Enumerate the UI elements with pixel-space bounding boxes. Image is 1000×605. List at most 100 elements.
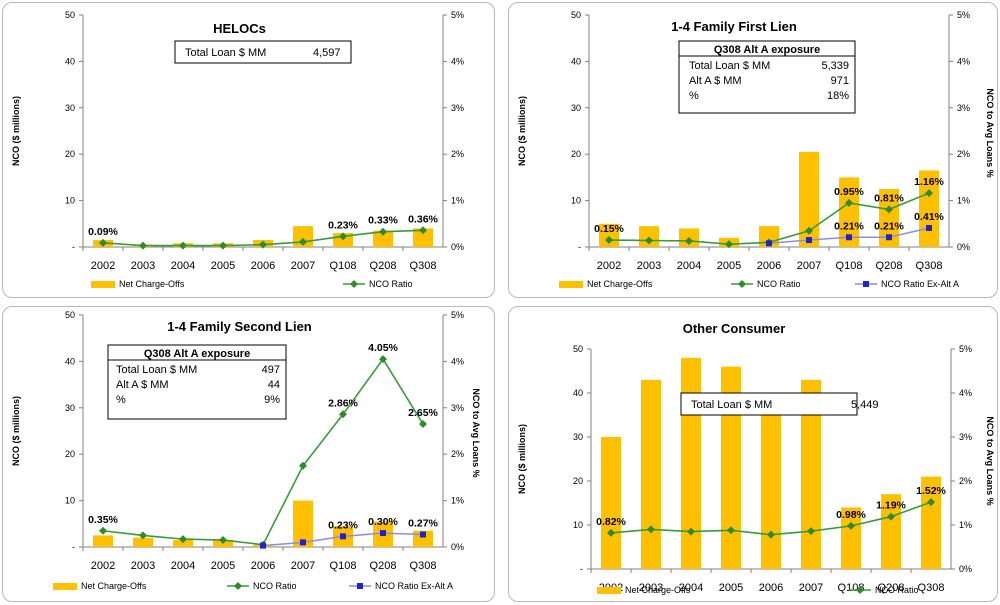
y2-tick-label: 4% [451,356,464,366]
info-box-value: 44 [268,379,280,391]
data-label: 4.05% [368,342,398,354]
info-box-value: 9% [264,394,280,406]
chart-svg: - 10 20 30 40 50 0% 1% 2% 3% 4% 5% 2002 2003 2004 2005 2… [11,10,464,289]
point-marker [219,536,227,545]
bar [599,223,619,247]
y-tick-label: 40 [573,388,583,398]
data-label: 1.19% [876,500,906,512]
y-axis-label: NCO ($ millions) [517,96,527,166]
data-label: 2.65% [408,407,438,419]
info-box-label: Alt A $ MM [689,75,742,87]
y-tick-label: 30 [65,403,75,413]
point-marker [767,530,775,539]
bar [839,177,859,247]
bar [921,476,941,569]
x-tick-label: 2003 [131,260,155,272]
y2-tick-label: 4% [451,56,464,66]
y2-tick-label: 4% [959,388,972,398]
point-marker [647,525,655,534]
data-label: 0.21% [874,220,904,232]
x-tick-label: 2006 [759,582,783,594]
point-marker [379,355,387,364]
point-marker [885,205,893,214]
chart-svg: - 10 20 30 40 50 0% 1% 2% 3% 4% 5% 2002 2003 2004 2005 2… [517,10,995,289]
point-marker [420,531,426,538]
data-label: 0.33% [368,215,398,227]
info-box-value: 497 [262,364,280,376]
y2-tick-label: 2% [451,449,464,459]
data-label: 0.95% [834,186,864,198]
data-label: 0.30% [368,516,398,528]
y-tick-label: 30 [65,103,75,113]
y2-tick-label: 5% [959,344,972,354]
chart-title: Other Consumer [683,321,786,336]
point-marker [725,240,733,249]
bar [801,379,821,569]
x-tick-label: 2007 [291,260,315,272]
y2-tick-label: 1% [451,496,464,506]
point-marker [846,234,852,241]
x-tick-label: 2002 [91,260,115,272]
point-marker [339,410,347,419]
data-label: 0.21% [834,220,864,232]
y2-tick-label: 5% [451,10,464,20]
y2-tick-label: 4% [957,56,970,66]
point-marker [300,539,306,546]
y-axis-label: NCO ($ millions) [11,396,21,466]
legend-label: NCO Ratio [875,585,919,595]
y2-axis-label: NCO to Avg Loans % [985,416,995,505]
info-box-value: 18% [827,90,849,102]
y2-tick-label: 3% [451,103,464,113]
y-tick-label: 50 [573,344,583,354]
y-tick-label: 40 [65,56,75,66]
point-marker [179,535,187,544]
point-marker [339,232,347,241]
point-marker [605,236,613,245]
point-marker [925,189,933,198]
y2-tick-label: 1% [451,196,464,206]
x-tick-label: Q208 [878,582,905,594]
bar [881,494,901,569]
y2-tick-label: 1% [959,520,972,530]
info-box-label: Alt A $ MM [116,379,169,391]
info-box-value: 5,339 [821,60,849,72]
x-tick-label: Q308 [410,260,437,272]
data-label: 1.16% [914,176,944,188]
point-marker [807,527,815,536]
chart-svg: - 10 20 30 40 50 0% 1% 2% 3% 4% 5% 2002 2003 2004 2005 2… [11,310,481,591]
data-label: 0.09% [88,226,118,238]
x-tick-label: 2002 [597,260,621,272]
point-marker [806,237,812,244]
legend-label: NCO Ratio Ex-Alt A [881,279,959,289]
y-tick-label: 20 [573,476,583,486]
y2-tick-label: 2% [959,476,972,486]
x-tick-label: 2007 [797,260,821,272]
y-tick-label: 10 [573,520,583,530]
x-tick-label: 2006 [251,560,275,572]
bar [721,366,741,569]
legend-label: NCO Ratio [757,279,801,289]
y-tick-label: 50 [571,10,581,20]
info-box-header: Q308 Alt A exposure [144,348,250,360]
x-tick-label: 2004 [677,260,701,272]
x-tick-label: Q108 [330,560,357,572]
bar [133,537,153,547]
chart-title: HELOCs [213,21,266,36]
info-box-label: % [116,394,126,406]
y2-tick-label: 0% [957,242,970,252]
legend-label: Net Charge-Offs [119,279,185,289]
bar [841,507,861,569]
y-tick-label: 50 [65,10,75,20]
x-tick-label: Q208 [876,260,903,272]
point-marker [687,527,695,536]
bar [759,226,779,247]
y-axis-label: NCO ($ millions) [11,96,21,166]
y-axis-label: NCO ($ millions) [517,424,527,494]
y-tick-label: 10 [571,196,581,206]
bar [879,189,899,247]
x-tick-label: 2004 [171,260,195,272]
x-tick-label: Q108 [836,260,863,272]
x-tick-label: 2003 [131,560,155,572]
y2-tick-label: 5% [957,10,970,20]
x-tick-label: 2005 [211,560,235,572]
